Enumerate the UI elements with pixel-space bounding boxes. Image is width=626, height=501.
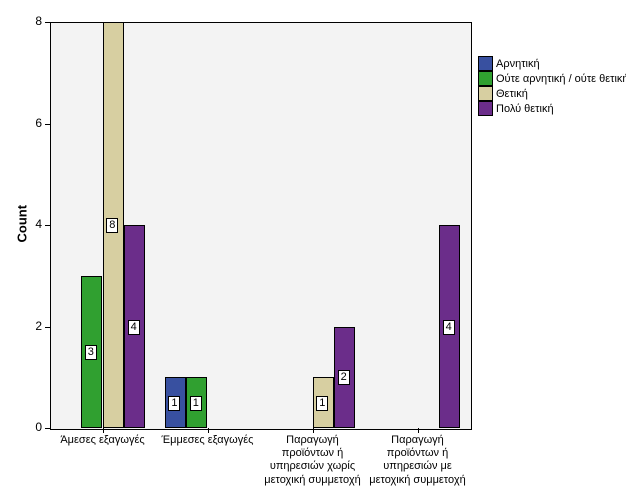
x-tick-label: Παραγωγή προϊόντων ή υπηρεσιών με μετοχι…: [367, 434, 468, 487]
x-tick: [208, 428, 209, 433]
y-tick: [45, 428, 50, 429]
bar-value-label: 3: [85, 345, 97, 360]
bar-value-label: 1: [168, 396, 180, 411]
legend-item: Πολύ θετική: [478, 101, 626, 116]
bar-value-label: 4: [128, 320, 140, 335]
legend-swatch: [478, 86, 493, 101]
y-tick-label: 6: [22, 116, 42, 130]
legend-label: Αρνητική: [496, 58, 540, 70]
chart-container: Count ΑρνητικήΟύτε αρνητική / ούτε θετικ…: [0, 0, 626, 501]
y-tick-label: 4: [22, 217, 42, 231]
x-tick: [313, 428, 314, 433]
y-tick: [45, 225, 50, 226]
y-tick-label: 2: [22, 319, 42, 333]
bar-value-label: 2: [338, 370, 350, 385]
y-tick: [45, 124, 50, 125]
y-tick-label: 0: [22, 420, 42, 434]
bar-value-label: 8: [106, 218, 118, 233]
bar-value-label: 1: [190, 396, 202, 411]
x-tick: [418, 428, 419, 433]
legend: Αρνητική Ούτε αρνητική / ούτε θετική Θετικ…: [478, 56, 626, 116]
y-tick: [45, 327, 50, 328]
legend-label: Θετική: [496, 88, 528, 100]
x-tick-label: Παραγωγή προϊόντων ή υπηρεσιών χωρίς μετ…: [262, 434, 363, 487]
legend-swatch: [478, 71, 493, 86]
x-tick: [103, 428, 104, 433]
bar-value-label: 1: [316, 396, 328, 411]
legend-label: Πολύ θετική: [496, 103, 554, 115]
legend-item: Ούτε αρνητική / ούτε θετική: [478, 71, 626, 86]
legend-item: Αρνητική: [478, 56, 626, 71]
bar-value-label: 4: [443, 320, 455, 335]
legend-swatch: [478, 101, 493, 116]
y-tick: [45, 22, 50, 23]
x-tick-label: Άμεσες εξαγωγές: [52, 434, 153, 447]
legend-label: Ούτε αρνητική / ούτε θετική: [496, 73, 626, 85]
legend-swatch: [478, 56, 493, 71]
legend-item: Θετική: [478, 86, 626, 101]
x-tick-label: Έμμεσες εξαγωγές: [157, 434, 258, 447]
y-tick-label: 8: [22, 14, 42, 28]
